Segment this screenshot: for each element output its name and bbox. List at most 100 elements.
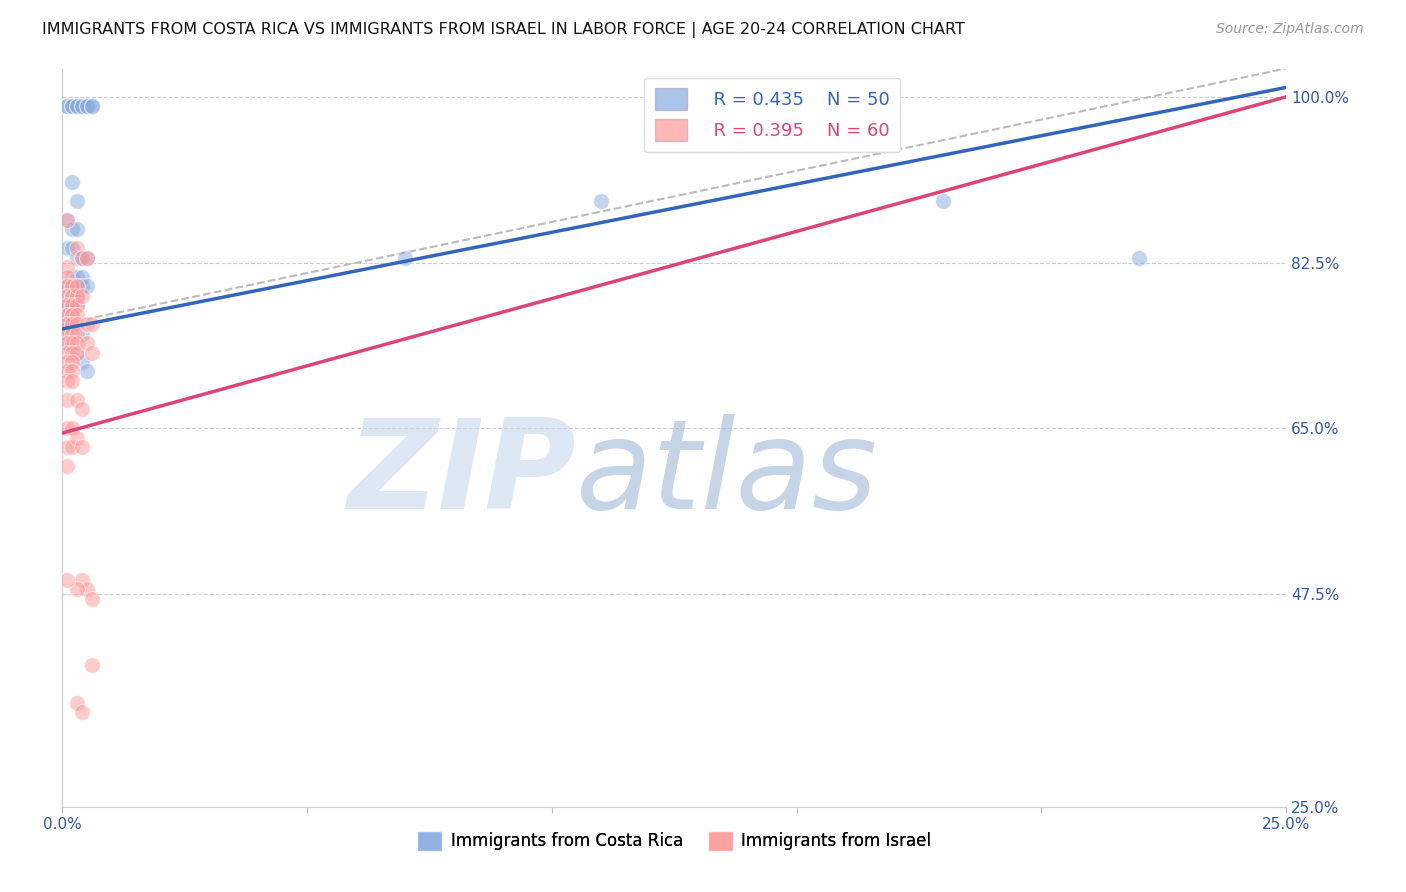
Point	[56, 336, 79, 351]
Point	[56, 279, 79, 293]
Point	[80, 99, 103, 113]
Point	[66, 582, 89, 597]
Point	[56, 392, 79, 407]
Point	[60, 308, 83, 322]
Point	[60, 345, 83, 359]
Point	[56, 308, 79, 322]
Point	[60, 355, 83, 369]
Point	[932, 194, 955, 208]
Point	[80, 345, 103, 359]
Point	[66, 99, 89, 113]
Point	[70, 402, 93, 417]
Point	[60, 440, 83, 454]
Point	[56, 336, 79, 351]
Point	[56, 289, 79, 303]
Point	[56, 364, 79, 378]
Point	[60, 279, 83, 293]
Point	[70, 99, 93, 113]
Point	[56, 260, 79, 275]
Point	[56, 269, 79, 284]
Point	[80, 591, 103, 606]
Point	[60, 241, 83, 255]
Point	[76, 99, 98, 113]
Point	[60, 289, 83, 303]
Point	[589, 194, 612, 208]
Point	[66, 241, 89, 255]
Point	[60, 99, 83, 113]
Point	[76, 317, 98, 331]
Point	[66, 392, 89, 407]
Point	[66, 194, 89, 208]
Point	[80, 317, 103, 331]
Point	[56, 374, 79, 388]
Point	[60, 269, 83, 284]
Point	[56, 355, 79, 369]
Point	[56, 440, 79, 454]
Point	[56, 241, 79, 255]
Point	[66, 345, 89, 359]
Point	[56, 317, 79, 331]
Point	[56, 326, 79, 341]
Point	[70, 326, 93, 341]
Point	[56, 345, 79, 359]
Point	[394, 251, 416, 265]
Point	[66, 336, 89, 351]
Point	[56, 99, 79, 113]
Point	[66, 326, 89, 341]
Point	[56, 421, 79, 435]
Point	[60, 99, 83, 113]
Point	[66, 269, 89, 284]
Point	[56, 326, 79, 341]
Point	[66, 298, 89, 312]
Point	[70, 573, 93, 587]
Point	[66, 298, 89, 312]
Point	[60, 364, 83, 378]
Point	[60, 326, 83, 341]
Point	[76, 251, 98, 265]
Point	[56, 289, 79, 303]
Point	[66, 696, 89, 710]
Point	[70, 440, 93, 454]
Point	[66, 289, 89, 303]
Point	[60, 298, 83, 312]
Point	[60, 289, 83, 303]
Point	[66, 99, 89, 113]
Point	[56, 308, 79, 322]
Text: Source: ZipAtlas.com: Source: ZipAtlas.com	[1216, 22, 1364, 37]
Point	[66, 251, 89, 265]
Point	[76, 279, 98, 293]
Point	[70, 279, 93, 293]
Point	[60, 317, 83, 331]
Point	[70, 706, 93, 720]
Point	[66, 317, 89, 331]
Point	[56, 99, 79, 113]
Point	[80, 99, 103, 113]
Point	[66, 345, 89, 359]
Point	[56, 298, 79, 312]
Point	[56, 213, 79, 227]
Point	[76, 336, 98, 351]
Point	[60, 317, 83, 331]
Point	[60, 298, 83, 312]
Point	[56, 213, 79, 227]
Point	[56, 279, 79, 293]
Point	[66, 308, 89, 322]
Point	[66, 279, 89, 293]
Point	[70, 269, 93, 284]
Point	[60, 279, 83, 293]
Text: ZIP: ZIP	[347, 414, 576, 535]
Point	[60, 308, 83, 322]
Point	[60, 222, 83, 236]
Text: atlas: atlas	[576, 414, 879, 535]
Point	[70, 289, 93, 303]
Point	[66, 289, 89, 303]
Point	[76, 251, 98, 265]
Point	[70, 355, 93, 369]
Point	[60, 374, 83, 388]
Point	[76, 364, 98, 378]
Point	[1128, 251, 1150, 265]
Point	[60, 175, 83, 189]
Legend: Immigrants from Costa Rica, Immigrants from Israel: Immigrants from Costa Rica, Immigrants f…	[411, 824, 938, 858]
Point	[70, 99, 93, 113]
Point	[56, 573, 79, 587]
